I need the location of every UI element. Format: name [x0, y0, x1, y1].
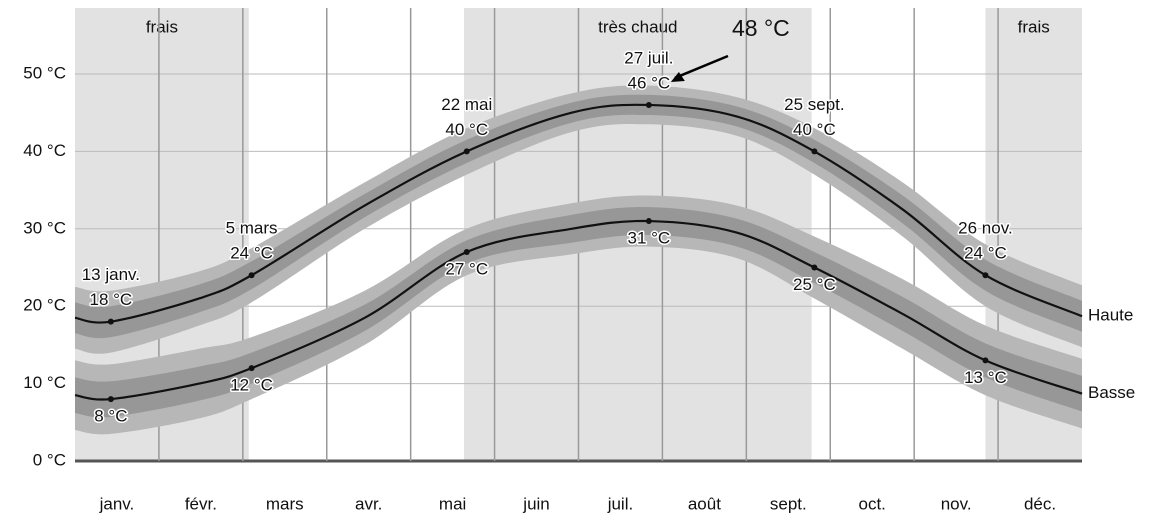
callout-label: 48 °C: [732, 15, 790, 41]
point: [811, 148, 818, 155]
x-tick-label: janv.: [99, 494, 135, 513]
data-label: 40 °C: [445, 120, 488, 139]
y-tick-label: 10 °C: [23, 373, 66, 392]
point: [107, 396, 114, 403]
x-tick-label: avr.: [355, 494, 382, 513]
y-tick-label: 40 °C: [23, 141, 66, 160]
data-label: 24 °C: [964, 244, 1007, 263]
legend-label: Basse: [1088, 383, 1135, 402]
legend-label: Haute: [1088, 306, 1133, 325]
inner-band: [75, 207, 1082, 418]
point: [811, 264, 818, 271]
y-tick-label: 50 °C: [23, 63, 66, 82]
data-label: 8 °C: [94, 407, 127, 426]
point: [982, 272, 989, 279]
data-label: 13 °C: [964, 368, 1007, 387]
data-label: 25 °C: [793, 275, 836, 294]
data-label: 40 °C: [793, 120, 836, 139]
point: [107, 318, 114, 325]
point: [248, 365, 255, 372]
date-label: 5 mars: [226, 219, 278, 238]
x-tick-label: déc.: [1024, 494, 1056, 513]
x-tick-label: sept.: [770, 494, 807, 513]
x-tick-label: août: [688, 494, 721, 513]
y-tick-label: 20 °C: [23, 296, 66, 315]
data-label: 46 °C: [627, 73, 670, 92]
inner-band: [75, 94, 1082, 339]
callout-arrow: [674, 54, 729, 80]
x-tick-label: oct.: [859, 494, 886, 513]
y-tick-label: 30 °C: [23, 218, 66, 237]
data-label: 12 °C: [230, 376, 273, 395]
x-tick-label: mai: [439, 494, 466, 513]
date-label: 27 juil.: [624, 48, 673, 67]
point: [645, 218, 652, 225]
line: [74, 219, 1083, 401]
data-label: 31 °C: [627, 229, 670, 248]
y-tick-label: 0 °C: [33, 450, 66, 469]
point: [463, 148, 470, 155]
data-label: 18 °C: [90, 290, 133, 309]
region-label: frais: [146, 17, 178, 36]
region-label: très chaud: [598, 17, 677, 36]
callout-arrowhead: [670, 71, 685, 82]
region-label: frais: [1018, 17, 1050, 36]
point: [645, 101, 652, 108]
x-tick-label: juil.: [607, 494, 634, 513]
point: [982, 357, 989, 364]
x-tick-label: juin: [522, 494, 549, 513]
x-tick-label: févr.: [185, 494, 217, 513]
date-label: 26 nov.: [958, 219, 1013, 238]
x-tick-label: mars: [266, 494, 304, 513]
date-label: 13 janv.: [82, 265, 140, 284]
point: [248, 272, 255, 279]
x-tick-label: nov.: [941, 494, 972, 513]
line: [74, 103, 1083, 324]
data-label: 24 °C: [230, 244, 273, 263]
data-label: 27 °C: [445, 260, 488, 279]
date-label: 22 mai: [441, 95, 492, 114]
outer-band: [75, 195, 1082, 435]
point: [463, 249, 470, 256]
date-label: 25 sept.: [784, 95, 845, 114]
